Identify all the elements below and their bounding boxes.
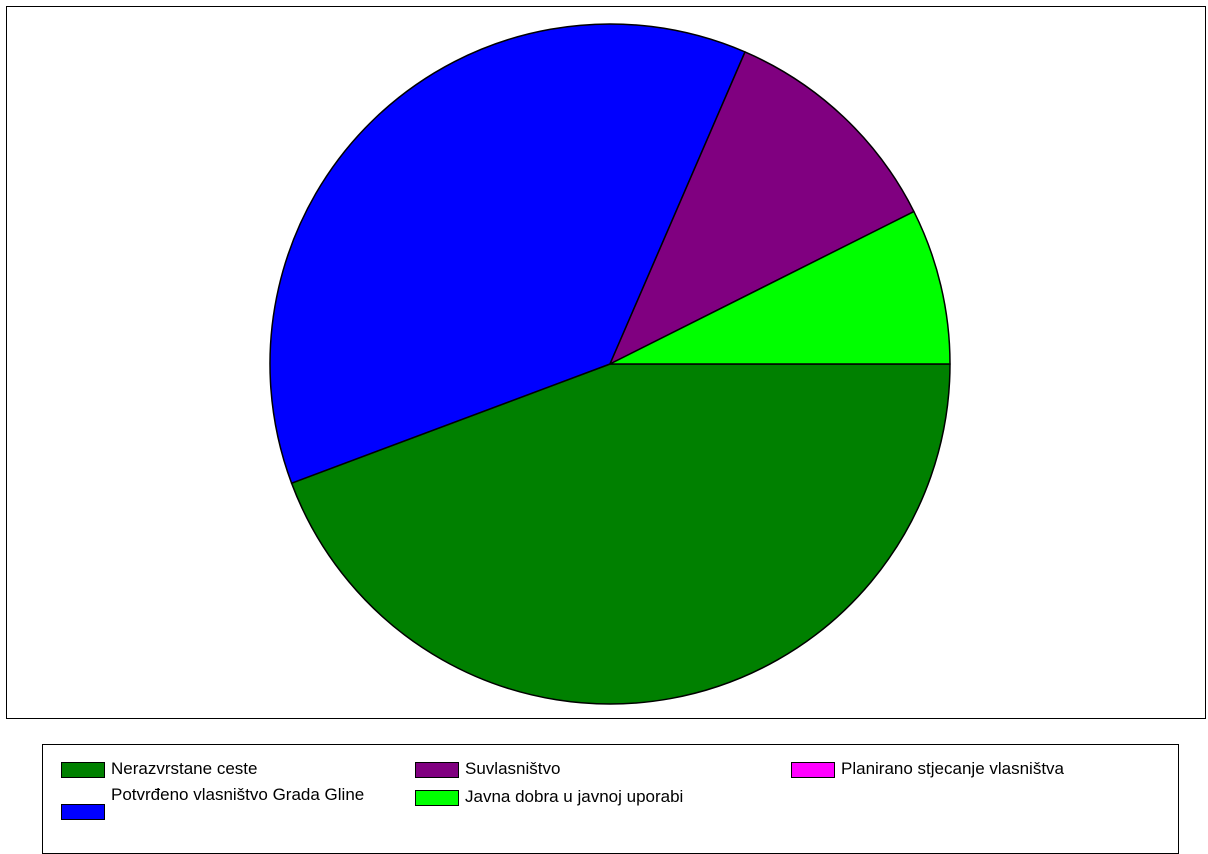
legend-item-suvlasnistvo: Suvlasništvo <box>415 759 560 779</box>
legend-swatch-nerazvrstane-ceste <box>61 762 105 778</box>
legend-label: Planirano stjecanje vlasništva <box>841 759 1065 778</box>
pie-chart <box>269 23 951 705</box>
pie-slice-javna-dobra-u-javnoj-uporabi <box>609 210 951 365</box>
legend: Nerazvrstane ceste Suvlasništvo Planiran… <box>42 744 1179 854</box>
legend-item-javna-dobra: Javna dobra u javnoj uporabi <box>415 787 683 807</box>
pie-slice-suvlasni-tvo <box>609 51 915 365</box>
pie-slice-potvr-eno-vlasni-tvo-grada-gline <box>269 23 746 484</box>
legend-label: Potvrđeno vlasništvo Grada Gline <box>111 785 365 804</box>
legend-item-potvrdeno-vlasnistvo: Potvrđeno vlasništvo Grada Gline <box>61 785 381 820</box>
legend-swatch-javna-dobra <box>415 790 459 806</box>
legend-swatch-potvrdeno-vlasnistvo <box>61 804 105 820</box>
legend-item-planirano-stjecanje: Planirano stjecanje vlasništva <box>791 759 1064 779</box>
legend-label: Suvlasništvo <box>465 759 561 778</box>
legend-swatch-planirano-stjecanje <box>791 762 835 778</box>
legend-label: Javna dobra u javnoj uporabi <box>465 787 684 806</box>
pie-slice-nerazvrstane-ceste <box>290 363 951 705</box>
legend-item-nerazvrstane-ceste: Nerazvrstane ceste <box>61 759 257 779</box>
chart-frame <box>6 6 1206 719</box>
legend-swatch-suvlasnistvo <box>415 762 459 778</box>
legend-label: Nerazvrstane ceste <box>111 759 258 778</box>
